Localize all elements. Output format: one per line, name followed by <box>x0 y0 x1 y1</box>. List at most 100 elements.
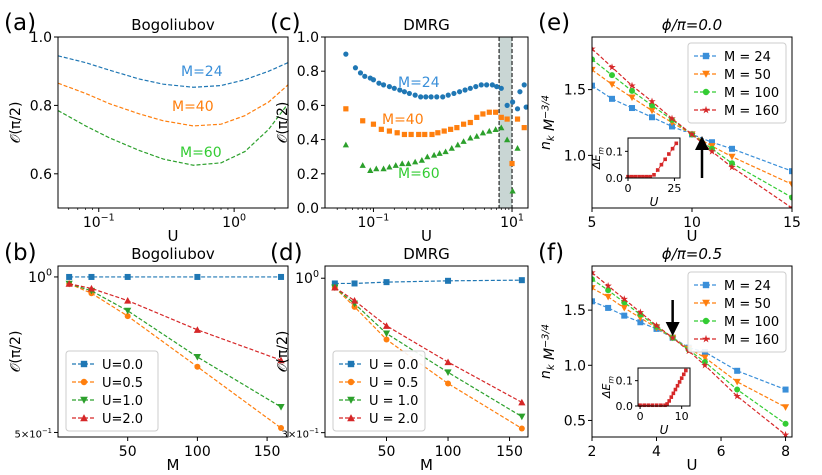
data-point-e-1-2 <box>628 94 636 102</box>
data-point-b-3-1 <box>87 284 96 292</box>
data-point-c-0-6 <box>376 80 382 86</box>
data-point-c-1-4 <box>386 128 393 134</box>
x-tick-label-f-0: 2 <box>588 444 597 460</box>
data-point-f-2-8 <box>734 386 741 393</box>
panel-label-b: (b) <box>4 240 37 266</box>
data-point-f-1-0 <box>592 285 596 292</box>
legend-box-e <box>687 42 787 124</box>
legend-label-e-2: M = 100 <box>724 86 779 101</box>
data-point-c-0-7 <box>380 82 387 88</box>
inset-point-e-1 <box>629 174 634 179</box>
axes-frame-d <box>324 265 529 438</box>
x-tick-label-a-1: 100 <box>222 213 246 231</box>
data-point-f-1-7 <box>701 354 709 362</box>
y-tick-label-f-0: 0.5 <box>564 413 586 429</box>
inset-point-e-5 <box>644 174 649 179</box>
chart-title-b: Bogoliubov <box>131 245 215 263</box>
x-axis-label-e: U <box>687 227 698 245</box>
data-point-d-0-4 <box>518 277 525 284</box>
legend-label-b-2: U=1.0 <box>102 394 143 409</box>
data-point-e-2-8 <box>789 194 792 201</box>
x-tick-label-f-3: 8 <box>781 444 790 460</box>
data-point-c-1-19 <box>486 109 492 115</box>
y-tick-label-d-0: 100 <box>295 269 319 287</box>
data-point-e-0-1 <box>609 95 615 102</box>
inset-e: 0 25 0.0 0.1 U ΔEm <box>590 132 688 209</box>
legend-marker-d-0 <box>347 360 355 368</box>
inset-point-e-9 <box>659 162 664 167</box>
data-point-c-1-17 <box>474 114 480 120</box>
data-point-e-2-3 <box>649 102 655 109</box>
data-point-c-0-30 <box>504 102 510 108</box>
inset-x-tick-label-e-1: 25 <box>667 182 681 195</box>
legend-marker-b-3 <box>80 414 88 422</box>
series-line-d-3 <box>334 287 523 403</box>
y-axis-label-e: nk M−3/4 <box>538 95 558 150</box>
data-point-b-3-2 <box>124 296 132 304</box>
data-point-e-3-5 <box>688 130 696 138</box>
data-point-c-0-9 <box>391 85 397 91</box>
data-point-e-2-2 <box>629 87 635 94</box>
y-tick-label-b-1: 5×10−1 <box>15 427 53 441</box>
data-point-c-0-22 <box>462 87 468 93</box>
legend-label-e-3: M = 160 <box>724 104 779 119</box>
data-point-d-2-2 <box>382 330 391 338</box>
data-point-c-0-29 <box>498 85 504 91</box>
x-tick-label-e-0: 5 <box>588 215 597 231</box>
data-point-b-0-2 <box>124 273 131 280</box>
axes-frame-f <box>591 265 793 438</box>
series-label-a-0: M=24 <box>181 64 223 80</box>
data-point-c-1-9 <box>422 131 428 138</box>
plot-area-e <box>592 44 792 208</box>
series-label-c-2: M=60 <box>398 166 440 182</box>
inset-y-tick-label-e-1: 0.1 <box>606 145 624 158</box>
legend-marker-d-2 <box>347 396 355 404</box>
inset-point-f-13 <box>677 380 682 384</box>
data-point-d-1-2 <box>383 336 390 343</box>
data-point-c-2-1 <box>342 141 349 148</box>
data-point-c-1-3 <box>378 126 384 132</box>
series-line-e-0 <box>592 85 792 172</box>
data-point-c-1-16 <box>467 119 473 126</box>
data-point-c-2-6 <box>386 163 393 170</box>
legend-marker-f-2 <box>702 317 710 325</box>
data-point-c-0-23 <box>467 85 473 91</box>
inset-point-e-10 <box>663 157 667 162</box>
data-point-c-0-5 <box>370 77 377 83</box>
inset-y-label-e: ΔEm <box>590 147 605 170</box>
inset-point-f-2 <box>646 403 651 408</box>
legend-label-b-0: U=0.0 <box>102 358 143 373</box>
data-point-d-2-3 <box>444 369 452 376</box>
data-point-d-3-4 <box>518 398 526 406</box>
y-tick-label-e-0: 1.0 <box>564 148 586 164</box>
legend-box-d <box>332 350 426 432</box>
legend-label-b-3: U=2.0 <box>102 412 143 427</box>
data-point-e-3-1 <box>608 63 616 71</box>
data-point-c-1-14 <box>454 125 460 131</box>
panel-b: (b) Bogoliubov 50 100 150 100 5×10−1 M 𝒪(π/2) U=0… <box>4 240 289 474</box>
plot-area-a <box>58 55 288 166</box>
data-point-e-2-1 <box>609 72 615 79</box>
data-point-c-2-10 <box>412 158 419 165</box>
data-point-d-1-4 <box>518 425 525 432</box>
panel-label-e: (e) <box>538 10 570 36</box>
data-point-c-0-17 <box>434 94 440 100</box>
data-point-c-1-21 <box>498 114 504 120</box>
data-point-e-1-3 <box>648 107 656 115</box>
inset-point-f-9 <box>669 395 674 399</box>
inset-point-f-0 <box>638 403 642 408</box>
data-point-c-0-10 <box>397 87 403 93</box>
y-tick-label-c-5: 1.0 <box>297 30 319 46</box>
series-line-f-3 <box>592 272 786 436</box>
data-point-c-2-15 <box>442 148 449 155</box>
inset-x-label-f: U <box>660 423 669 437</box>
data-point-f-1-9 <box>781 404 790 411</box>
series-line-b-3 <box>69 283 282 361</box>
series-line-e-1 <box>592 69 792 185</box>
inset-point-f-5 <box>659 403 663 408</box>
data-point-c-0-32 <box>514 106 521 112</box>
data-point-c-0-1 <box>352 65 359 71</box>
data-point-f-3-5 <box>668 333 677 341</box>
